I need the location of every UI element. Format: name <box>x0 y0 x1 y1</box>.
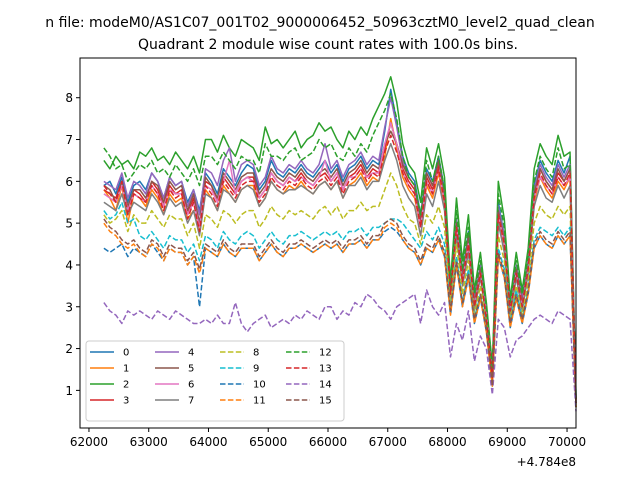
x-axis-offset-label: +4.784e8 <box>517 455 576 469</box>
x-tick-label: 65000 <box>249 435 287 449</box>
series-line-13 <box>103 134 577 403</box>
y-tick-label: 1 <box>65 384 73 398</box>
legend-label-6: 6 <box>188 380 194 391</box>
legend-label-5: 5 <box>188 364 194 375</box>
y-tick-label: 3 <box>65 300 73 314</box>
x-tick-label: 64000 <box>189 435 227 449</box>
series-line-11 <box>103 222 577 408</box>
legend-label-11: 11 <box>253 396 266 407</box>
x-tick-label: 62000 <box>70 435 108 449</box>
legend-label-2: 2 <box>123 380 129 391</box>
legend-label-7: 7 <box>188 396 194 407</box>
legend-box <box>85 340 345 422</box>
series-line-2 <box>103 76 577 395</box>
legend-label-13: 13 <box>319 364 332 375</box>
legend-label-12: 12 <box>319 348 332 359</box>
legend-label-3: 3 <box>123 396 129 407</box>
y-tick-label: 8 <box>65 91 73 105</box>
legend-label-8: 8 <box>253 348 259 359</box>
y-tick-label: 7 <box>65 133 73 147</box>
y-tick-label: 2 <box>65 342 73 356</box>
legend-label-14: 14 <box>319 380 332 391</box>
series-layer <box>103 76 577 412</box>
chart-title: Quadrant 2 module wise count rates with … <box>138 37 518 53</box>
legend-label-9: 9 <box>253 364 259 375</box>
legend-label-10: 10 <box>253 380 266 391</box>
legend-label-15: 15 <box>319 396 332 407</box>
y-axis: 1 2 3 4 5 6 7 8 <box>65 91 80 398</box>
legend-label-0: 0 <box>123 348 129 359</box>
series-line-9 <box>103 201 577 408</box>
figure-suptitle: n file: modeM0/AS1C07_001T02_9000006452_… <box>45 15 594 31</box>
series-line-15 <box>103 218 577 408</box>
x-tick-label: 66000 <box>309 435 347 449</box>
x-tick-label: 67000 <box>369 435 407 449</box>
y-tick-label: 5 <box>65 217 73 231</box>
x-tick-label: 63000 <box>130 435 168 449</box>
x-tick-label: 70000 <box>548 435 586 449</box>
legend-label-1: 1 <box>123 364 129 375</box>
series-line-14 <box>103 289 577 412</box>
y-tick-label: 4 <box>65 258 73 272</box>
x-axis: 62000 63000 64000 65000 66000 67000 68000 69000… <box>70 428 586 449</box>
legend-label-4: 4 <box>188 348 194 359</box>
y-tick-label: 6 <box>65 175 73 189</box>
x-tick-label: 69000 <box>488 435 526 449</box>
x-tick-label: 68000 <box>428 435 466 449</box>
